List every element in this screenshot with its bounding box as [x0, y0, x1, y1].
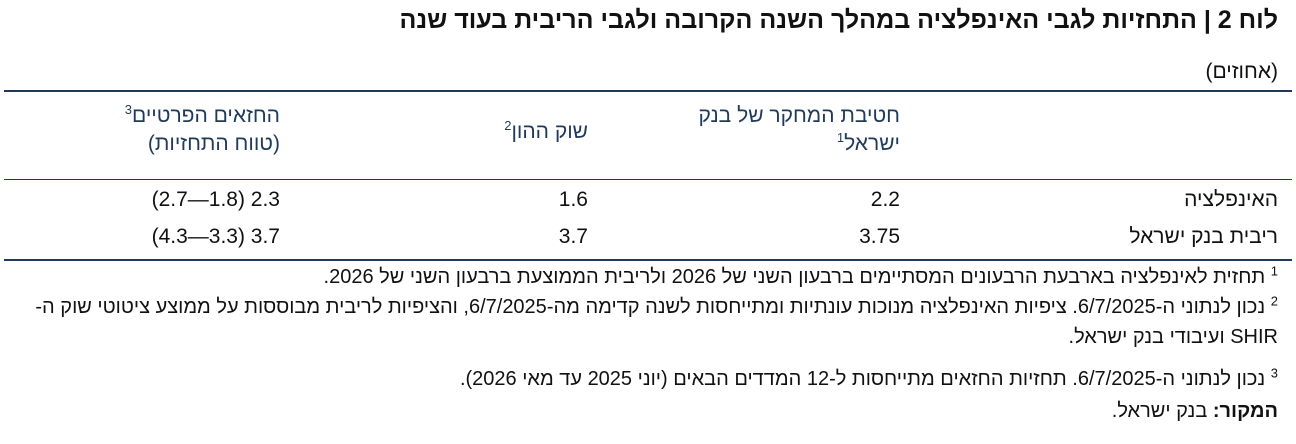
header-forecasters-range: (טווח התחזיות) — [147, 132, 280, 155]
header-market-label: שוק ההון — [511, 120, 588, 143]
header-forecasters: החזאים הפרטיים3 (טווח התחזיות) — [124, 102, 280, 156]
cell-interest-forecasters: 3.7 (3.3—4.3) — [151, 225, 280, 248]
cell-inflation-research: 2.2 — [870, 188, 900, 211]
units-label: (אחוזים) — [1205, 60, 1278, 83]
cell-inflation-market: 1.6 — [558, 188, 588, 211]
source-text: בנק ישראל. — [1111, 400, 1208, 422]
header-market: שוק ההון2 — [504, 118, 588, 144]
footnote-3-text: נכון לנתוני ה-6/7/2025. תחזיות החזאים מת… — [459, 368, 1266, 390]
cell-interest-research: 3.75 — [859, 225, 900, 248]
footnote-1-text: תחזית לאינפלציה בארבעת הרבעונים המסתיימי… — [323, 266, 1266, 288]
header-research: חטיבת המחקר של בנק ישראל1 — [699, 104, 900, 156]
footnote-1-num: 1 — [1270, 263, 1278, 279]
footnote-marker-2: 2 — [504, 118, 512, 133]
footnote-2-text: נכון לנתוני ה-6/7/2025. ציפיות האינפלציה… — [35, 296, 1278, 348]
row-label-inflation: האינפלציה — [1184, 188, 1278, 211]
footnote-1: 1 תחזית לאינפלציה בארבעת הרבעונים המסתיי… — [8, 262, 1278, 292]
source-note: המקור: בנק ישראל. — [8, 396, 1278, 426]
table-title: לוח 2 | התחזיות לגבי האינפלציה במהלך השנ… — [399, 6, 1278, 34]
header-forecasters-label: החזאים הפרטיים — [132, 104, 280, 127]
footnote-3-num: 3 — [1270, 365, 1278, 381]
footnote-marker-1: 1 — [836, 130, 845, 145]
footnote-marker-3: 3 — [124, 102, 132, 117]
footnote-3: 3 נכון לנתוני ה-6/7/2025. תחזיות החזאים … — [8, 364, 1278, 394]
footnote-2: 2 נכון לנתוני ה-6/7/2025. ציפיות האינפלצ… — [8, 292, 1278, 352]
top-rule — [4, 90, 1292, 92]
header-research-line1: חטיבת המחקר של בנק — [698, 104, 900, 127]
header-rule — [4, 179, 1292, 180]
footnote-2-num: 2 — [1270, 293, 1278, 309]
cell-interest-market: 3.7 — [558, 225, 588, 248]
cell-inflation-forecasters: 2.3 (1.8—2.7) — [151, 188, 280, 211]
bottom-rule — [4, 259, 1292, 261]
header-research-line2: ישראל — [844, 132, 900, 155]
row-label-interest: ריבית בנק ישראל — [1129, 225, 1278, 248]
source-label: המקור: — [1212, 400, 1278, 422]
